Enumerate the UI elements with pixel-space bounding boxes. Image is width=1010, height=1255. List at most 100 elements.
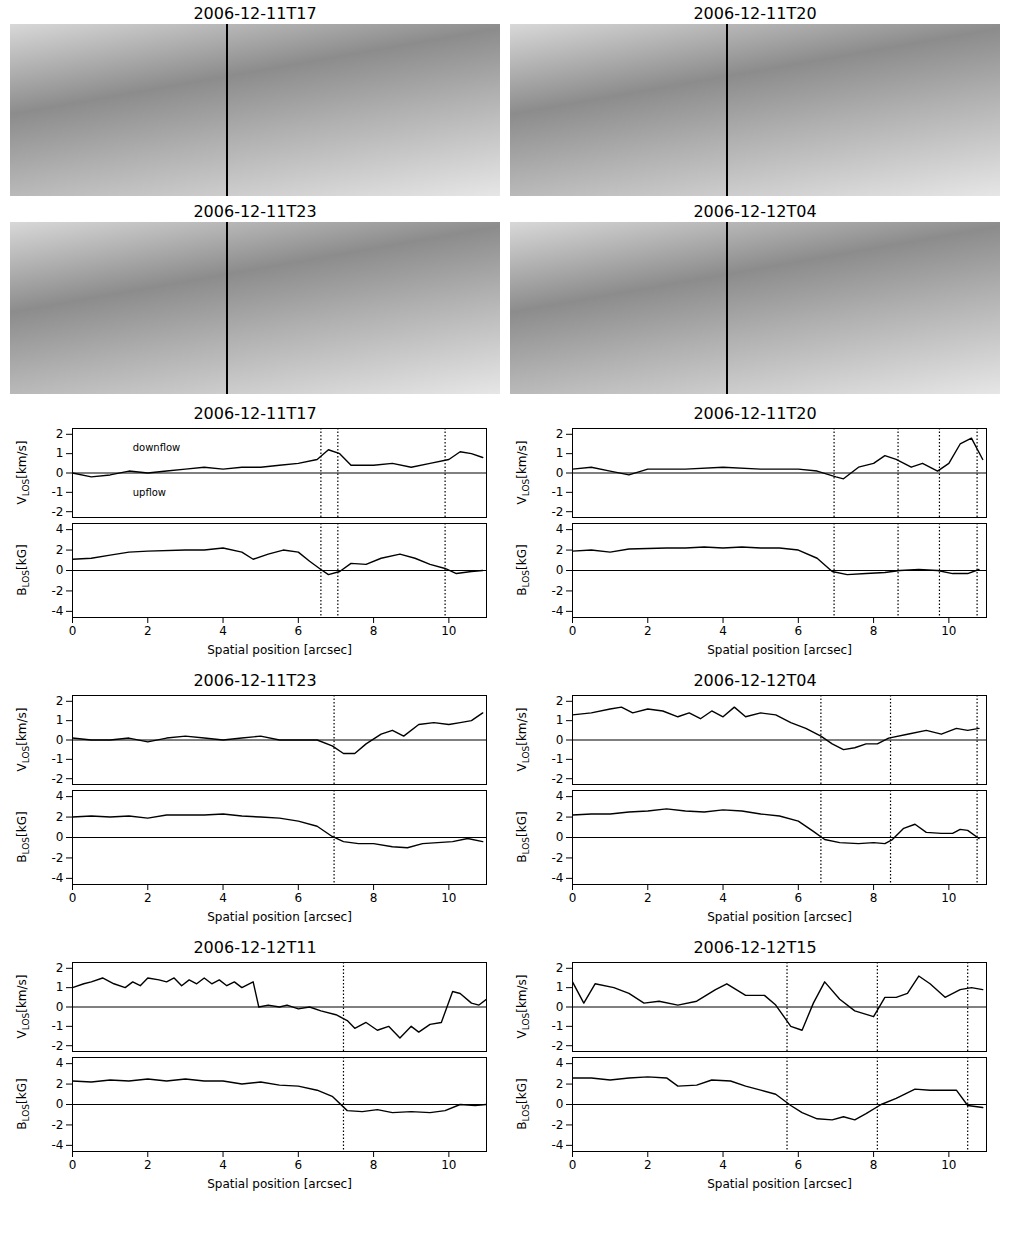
svg-text:VLOS[km/s]: VLOS[km/s] bbox=[515, 440, 531, 504]
svg-text:0: 0 bbox=[556, 1000, 564, 1014]
svg-text:VLOS[km/s]: VLOS[km/s] bbox=[15, 440, 31, 504]
svg-text:Spatial position [arcsec]: Spatial position [arcsec] bbox=[207, 643, 352, 657]
svg-text:4: 4 bbox=[719, 624, 727, 638]
svg-text:4: 4 bbox=[219, 1158, 227, 1172]
svg-text:2: 2 bbox=[56, 543, 64, 557]
svg-text:upflow: upflow bbox=[133, 487, 166, 498]
svg-text:-2: -2 bbox=[52, 772, 64, 786]
svg-text:BLOS[kG]: BLOS[kG] bbox=[15, 1078, 31, 1129]
svg-text:-4: -4 bbox=[552, 1138, 564, 1152]
svg-text:-4: -4 bbox=[52, 871, 64, 885]
svg-text:8: 8 bbox=[370, 891, 378, 905]
svg-text:0: 0 bbox=[569, 1158, 577, 1172]
svg-text:-2: -2 bbox=[52, 1039, 64, 1053]
svg-text:6: 6 bbox=[294, 1158, 302, 1172]
svg-text:2: 2 bbox=[556, 1077, 564, 1091]
svg-text:8: 8 bbox=[870, 1158, 878, 1172]
svg-text:-2: -2 bbox=[52, 584, 64, 598]
svg-text:0: 0 bbox=[69, 1158, 77, 1172]
svg-text:0: 0 bbox=[56, 466, 64, 480]
svg-text:6: 6 bbox=[794, 891, 802, 905]
svg-text:-1: -1 bbox=[52, 752, 64, 766]
svg-text:0: 0 bbox=[556, 1097, 564, 1111]
svg-text:downflow: downflow bbox=[133, 442, 181, 453]
svg-text:0: 0 bbox=[56, 563, 64, 577]
svg-text:Spatial position [arcsec]: Spatial position [arcsec] bbox=[707, 1177, 852, 1191]
svg-text:1: 1 bbox=[556, 713, 564, 727]
svg-text:2: 2 bbox=[556, 961, 564, 975]
svg-text:-4: -4 bbox=[552, 871, 564, 885]
svg-text:2: 2 bbox=[556, 427, 564, 441]
svg-text:2: 2 bbox=[644, 624, 652, 638]
svg-text:-2: -2 bbox=[52, 505, 64, 519]
svg-text:BLOS[kG]: BLOS[kG] bbox=[515, 1078, 531, 1129]
svg-text:2: 2 bbox=[144, 1158, 152, 1172]
svg-text:6: 6 bbox=[294, 624, 302, 638]
svg-text:10: 10 bbox=[941, 624, 956, 638]
svg-text:2: 2 bbox=[56, 1077, 64, 1091]
svg-text:4: 4 bbox=[219, 891, 227, 905]
svg-text:0: 0 bbox=[556, 466, 564, 480]
svg-text:-2: -2 bbox=[552, 1039, 564, 1053]
svg-text:4: 4 bbox=[556, 522, 564, 536]
svg-text:BLOS[kG]: BLOS[kG] bbox=[15, 811, 31, 862]
svg-text:1: 1 bbox=[56, 980, 64, 994]
svg-text:6: 6 bbox=[794, 1158, 802, 1172]
svg-text:6: 6 bbox=[794, 624, 802, 638]
svg-text:-4: -4 bbox=[552, 604, 564, 618]
svg-text:8: 8 bbox=[870, 891, 878, 905]
svg-text:-2: -2 bbox=[552, 772, 564, 786]
svg-text:2: 2 bbox=[644, 891, 652, 905]
svg-text:2: 2 bbox=[144, 624, 152, 638]
svg-text:0: 0 bbox=[569, 624, 577, 638]
svg-text:BLOS[kG]: BLOS[kG] bbox=[515, 811, 531, 862]
svg-text:10: 10 bbox=[941, 891, 956, 905]
svg-text:2: 2 bbox=[56, 427, 64, 441]
svg-text:-2: -2 bbox=[52, 851, 64, 865]
svg-text:2: 2 bbox=[644, 1158, 652, 1172]
svg-text:Spatial position [arcsec]: Spatial position [arcsec] bbox=[207, 910, 352, 924]
svg-text:-1: -1 bbox=[52, 485, 64, 499]
svg-text:-2: -2 bbox=[552, 505, 564, 519]
svg-text:VLOS[km/s]: VLOS[km/s] bbox=[515, 707, 531, 771]
svg-text:2: 2 bbox=[556, 810, 564, 824]
svg-text:1: 1 bbox=[556, 980, 564, 994]
svg-text:VLOS[km/s]: VLOS[km/s] bbox=[515, 974, 531, 1038]
svg-text:0: 0 bbox=[69, 891, 77, 905]
svg-text:BLOS[kG]: BLOS[kG] bbox=[15, 544, 31, 595]
svg-text:4: 4 bbox=[56, 789, 64, 803]
svg-text:-1: -1 bbox=[552, 485, 564, 499]
svg-text:-2: -2 bbox=[552, 584, 564, 598]
svg-text:2: 2 bbox=[556, 694, 564, 708]
svg-text:1: 1 bbox=[556, 446, 564, 460]
svg-text:4: 4 bbox=[719, 891, 727, 905]
svg-text:4: 4 bbox=[56, 1056, 64, 1070]
svg-text:-1: -1 bbox=[552, 1019, 564, 1033]
svg-text:Spatial position [arcsec]: Spatial position [arcsec] bbox=[707, 910, 852, 924]
svg-text:2: 2 bbox=[56, 961, 64, 975]
svg-text:0: 0 bbox=[556, 563, 564, 577]
svg-text:Spatial position [arcsec]: Spatial position [arcsec] bbox=[707, 643, 852, 657]
svg-text:-1: -1 bbox=[52, 1019, 64, 1033]
svg-text:4: 4 bbox=[56, 522, 64, 536]
svg-text:-2: -2 bbox=[52, 1118, 64, 1132]
svg-text:-4: -4 bbox=[52, 604, 64, 618]
svg-text:10: 10 bbox=[441, 624, 456, 638]
svg-text:Spatial position [arcsec]: Spatial position [arcsec] bbox=[207, 1177, 352, 1191]
svg-text:4: 4 bbox=[556, 1056, 564, 1070]
svg-text:8: 8 bbox=[370, 1158, 378, 1172]
svg-text:10: 10 bbox=[441, 1158, 456, 1172]
svg-text:8: 8 bbox=[370, 624, 378, 638]
svg-text:4: 4 bbox=[719, 1158, 727, 1172]
svg-text:4: 4 bbox=[219, 624, 227, 638]
svg-text:6: 6 bbox=[294, 891, 302, 905]
svg-text:0: 0 bbox=[556, 733, 564, 747]
svg-text:-2: -2 bbox=[552, 1118, 564, 1132]
svg-text:0: 0 bbox=[556, 830, 564, 844]
svg-text:1: 1 bbox=[56, 446, 64, 460]
svg-text:10: 10 bbox=[941, 1158, 956, 1172]
svg-text:8: 8 bbox=[870, 624, 878, 638]
svg-text:0: 0 bbox=[569, 891, 577, 905]
svg-text:2: 2 bbox=[144, 891, 152, 905]
svg-text:2: 2 bbox=[56, 810, 64, 824]
